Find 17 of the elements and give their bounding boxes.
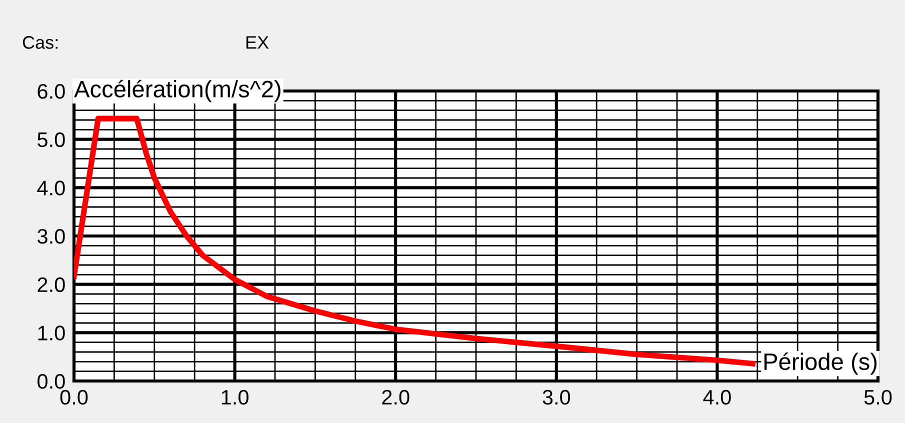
y-tick-label: 6.0 bbox=[38, 84, 65, 99]
text: Cas: bbox=[22, 36, 58, 49]
y-tick-label: 4.0 bbox=[37, 180, 65, 196]
y-tick-label: 2.0 bbox=[38, 277, 65, 292]
y-tick-label: 5.0 bbox=[38, 132, 65, 148]
x-axis-title: Période (s) bbox=[764, 352, 877, 375]
x-tick-label: 0.0 bbox=[60, 390, 88, 405]
y-tick-label: 3.0 bbox=[38, 229, 65, 244]
y-axis-title: Accélération(m/s^2) bbox=[74, 80, 280, 102]
x-tick-label: 1.0 bbox=[222, 390, 248, 405]
x-tick-label: 5.0 bbox=[864, 390, 892, 405]
y-tick-label: 1.0 bbox=[38, 326, 65, 340]
y-tick-label: 0.0 bbox=[38, 374, 65, 389]
x-tick-label: 3.0 bbox=[542, 390, 570, 405]
x-tick-label: 2.0 bbox=[382, 390, 410, 405]
text: EX bbox=[246, 36, 269, 49]
x-tick-label: 4.0 bbox=[703, 390, 731, 405]
